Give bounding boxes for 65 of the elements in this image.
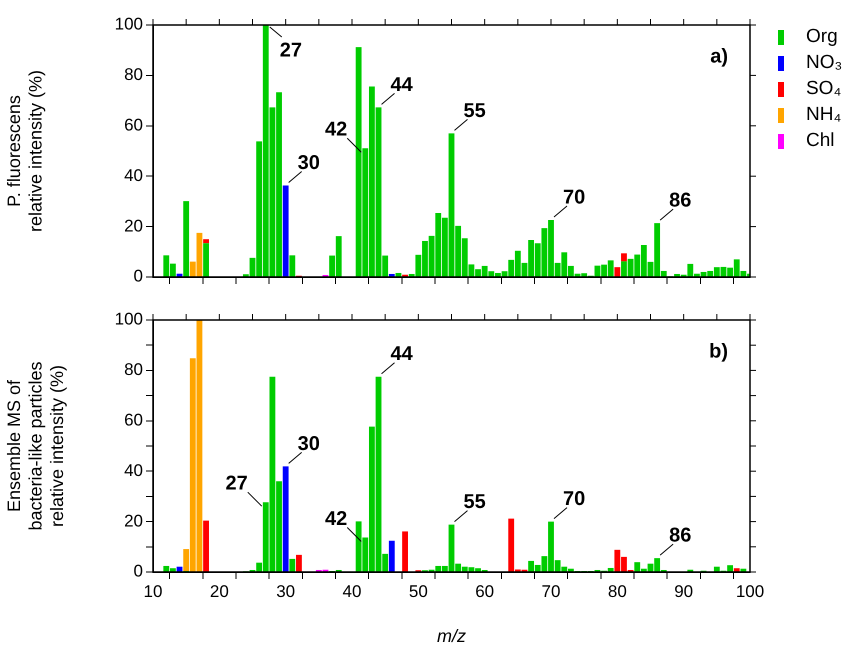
legend-label: NO₃	[806, 52, 842, 74]
y-axis-title: P. fluorescens relative intensity (%)	[4, 70, 46, 232]
annotation: 30	[298, 152, 320, 174]
bar	[282, 466, 289, 572]
bar	[289, 255, 296, 276]
legend-label: Org	[806, 26, 838, 48]
y-tick-label: 0	[134, 266, 143, 286]
bar	[176, 566, 182, 572]
bar	[289, 558, 296, 572]
annotation: 27	[280, 40, 302, 62]
y-tick-label: 100	[114, 14, 143, 34]
y-tick-label: 0	[134, 562, 143, 581]
annotation: 55	[464, 100, 486, 122]
bar	[388, 540, 395, 572]
bar	[176, 274, 182, 276]
annotation: 55	[464, 491, 486, 514]
x-tick-label: 60	[475, 582, 494, 601]
y-tick-label: 100	[114, 310, 143, 329]
annotation: 86	[669, 190, 692, 212]
legend-label: NH₄	[806, 104, 842, 126]
x-tick-label: 70	[542, 582, 560, 601]
x-tick-label: 30	[276, 582, 296, 601]
annotation: 70	[563, 186, 586, 209]
bar	[183, 201, 190, 276]
bar	[614, 267, 620, 276]
x-tick-label: 50	[408, 582, 428, 601]
x-tick-label: 20	[210, 582, 229, 601]
y-axis-title: Ensemble MS of bacteria-like particles relative intensity (%)	[4, 361, 67, 531]
annotation: b)	[709, 340, 728, 363]
y-tick-label: 20	[124, 216, 143, 236]
y-tick-label: 80	[124, 65, 143, 84]
annotation: 42	[325, 118, 348, 141]
x-tick-label: 100	[736, 582, 764, 601]
y-tick-label: 40	[124, 460, 143, 480]
bar	[621, 253, 627, 262]
annotation: 27	[226, 472, 248, 495]
bar	[740, 568, 746, 572]
x-tick-label: 10	[144, 582, 162, 601]
x-tick-label: 40	[342, 582, 362, 601]
y-tick-label: 80	[124, 360, 143, 380]
annotation: a)	[710, 46, 728, 68]
bar	[203, 243, 209, 276]
bar	[734, 568, 740, 572]
bar	[282, 186, 289, 276]
bar	[203, 520, 209, 572]
annotation: 30	[298, 432, 320, 455]
y-tick-label: 40	[124, 166, 143, 185]
x-tick-label: 80	[608, 582, 627, 601]
x-tick-label: 90	[674, 582, 694, 601]
annotation: 70	[563, 488, 586, 510]
annotation: 42	[325, 508, 348, 530]
bar	[396, 272, 402, 276]
bar	[402, 531, 408, 572]
bar	[388, 274, 395, 276]
y-tick-label: 60	[124, 115, 143, 134]
annotation: 86	[669, 524, 692, 547]
x-axis-title: m/z	[437, 626, 466, 646]
annotation: 44	[390, 74, 414, 96]
bar	[203, 239, 209, 244]
y-tick-label: 20	[124, 511, 143, 530]
y-tick-label: 60	[124, 410, 143, 430]
annotation: 44	[390, 343, 414, 366]
legend-label: Chl	[806, 130, 835, 152]
legend-label: SO₄	[806, 78, 842, 100]
bar	[296, 554, 302, 572]
